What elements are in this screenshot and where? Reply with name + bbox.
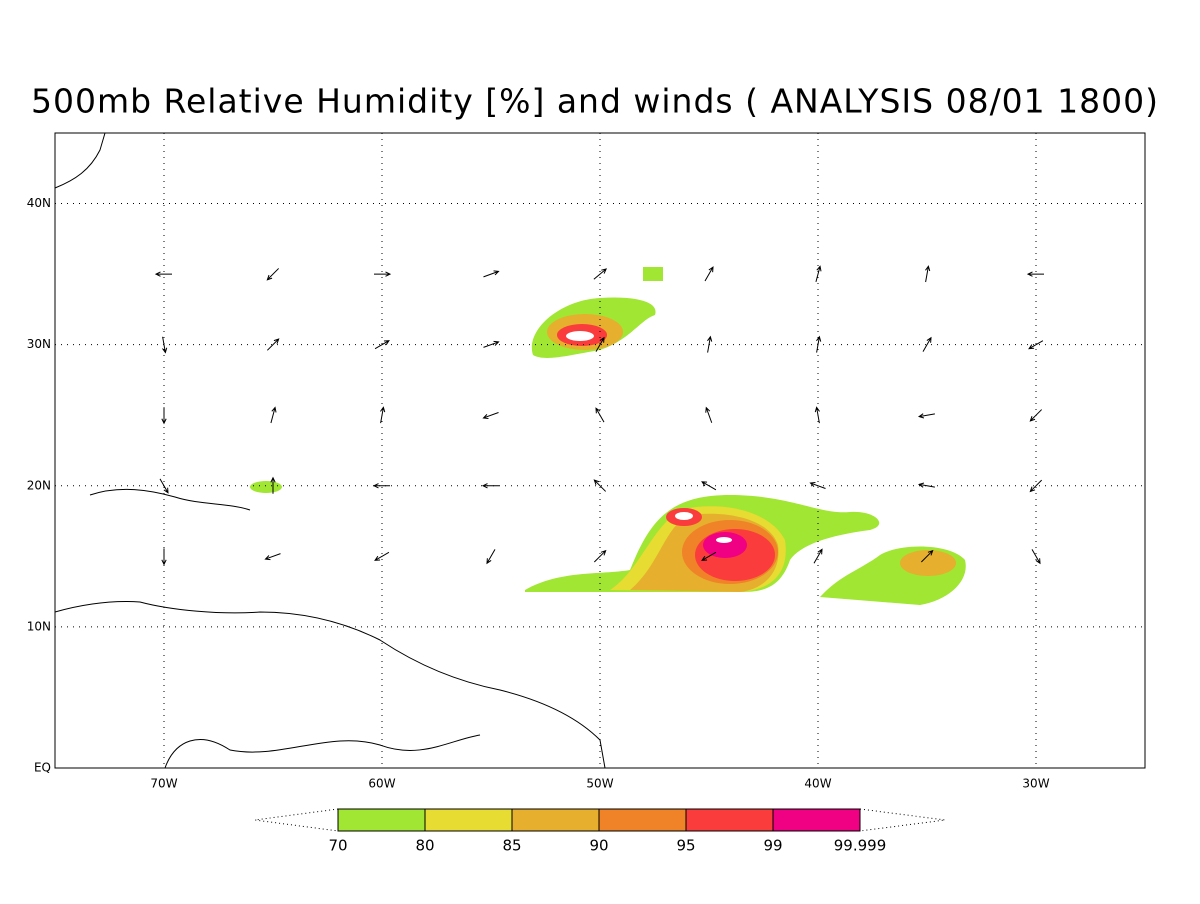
colorbar-box [337, 808, 426, 832]
x-tick-label: 40W [804, 777, 831, 791]
y-tick-label: 20N [27, 478, 51, 492]
wind-arrow [483, 270, 500, 278]
humidity-area [675, 512, 693, 520]
wind-arrow [809, 482, 826, 489]
humidity-area [643, 267, 663, 281]
wind-arrow [813, 548, 823, 564]
wind-arrow [481, 483, 499, 489]
wind-arrow [266, 338, 280, 351]
wind-arrow [486, 549, 496, 565]
y-tick-label: 10N [27, 619, 51, 633]
wind-arrow [162, 336, 168, 354]
wind-arrow [701, 551, 717, 561]
wind-arrow [266, 268, 280, 281]
colorbar-box [685, 808, 774, 832]
wind-arrow [374, 271, 392, 277]
x-tick-label: 60W [368, 777, 395, 791]
wind-arrow [270, 406, 277, 424]
wind-arrow [593, 479, 607, 492]
x-tick-label: 50W [586, 777, 613, 791]
humidity-area [703, 532, 747, 558]
coastline [54, 132, 106, 189]
humidity-area [900, 550, 956, 576]
colorbar-label: 99 [763, 837, 782, 855]
wind-arrow [814, 406, 820, 424]
wind-arrow [1026, 271, 1044, 277]
colorbar-box [424, 808, 513, 832]
wind-arrow [705, 406, 713, 423]
colorbar-box [598, 808, 687, 832]
map-title: 500mb Relative Humidity [%] and winds ( … [31, 82, 1159, 121]
colorbar-label: 80 [415, 837, 434, 855]
wind-arrow [701, 481, 717, 491]
coastline [89, 488, 251, 511]
wind-arrow [593, 268, 608, 280]
wind-arrow [161, 407, 167, 425]
wind-arrow [922, 336, 932, 352]
wind-arrow [380, 406, 386, 424]
wind-arrow [161, 548, 167, 566]
x-tick-label: 30W [1022, 777, 1049, 791]
wind-arrow [595, 336, 605, 352]
coastlines [54, 132, 606, 769]
wind-arrow [159, 478, 169, 494]
y-tick-label: 30N [27, 337, 51, 351]
wind-arrow [1029, 409, 1043, 422]
x-tick-label: 70W [150, 777, 177, 791]
y-tick-label: EQ [34, 761, 51, 775]
humidity-field [250, 267, 966, 605]
colorbar-box [511, 808, 600, 832]
wind-arrow [372, 483, 390, 489]
wind-arrow [815, 265, 822, 282]
coastline [164, 734, 481, 769]
colorbar-label: 70 [328, 837, 347, 855]
wind-arrow [707, 335, 713, 353]
wind-arrow [917, 482, 935, 488]
wind-arrow [482, 412, 499, 419]
y-tick-label: 40N [27, 196, 51, 210]
wind-arrow [920, 549, 934, 563]
coastline [54, 601, 606, 769]
humidity-area [716, 537, 732, 543]
humidity-area [566, 331, 594, 341]
colorbar-label: 85 [502, 837, 521, 855]
wind-arrow [704, 266, 714, 282]
wind-arrow [816, 335, 822, 353]
wind-arrow [1029, 479, 1043, 493]
wind-arrow [374, 340, 390, 350]
colorbar-label: 90 [589, 837, 608, 855]
wind-arrow [374, 551, 390, 561]
wind-arrow [1031, 549, 1041, 565]
wind-arrow [483, 340, 500, 348]
wind-arrow [270, 476, 276, 494]
wind-arrow [595, 407, 605, 423]
wind-arrow [1028, 340, 1044, 350]
wind-arrow [593, 549, 607, 563]
colorbar-box [772, 808, 861, 832]
wind-arrow [925, 265, 931, 283]
colorbar-label: 95 [676, 837, 695, 855]
wind-arrow [154, 271, 172, 277]
colorbar-label: 99.999 [834, 837, 887, 855]
colorbar-extension [859, 808, 946, 832]
humidity-area [250, 481, 282, 493]
wind-arrow [917, 413, 935, 419]
wind-arrow [264, 553, 281, 561]
